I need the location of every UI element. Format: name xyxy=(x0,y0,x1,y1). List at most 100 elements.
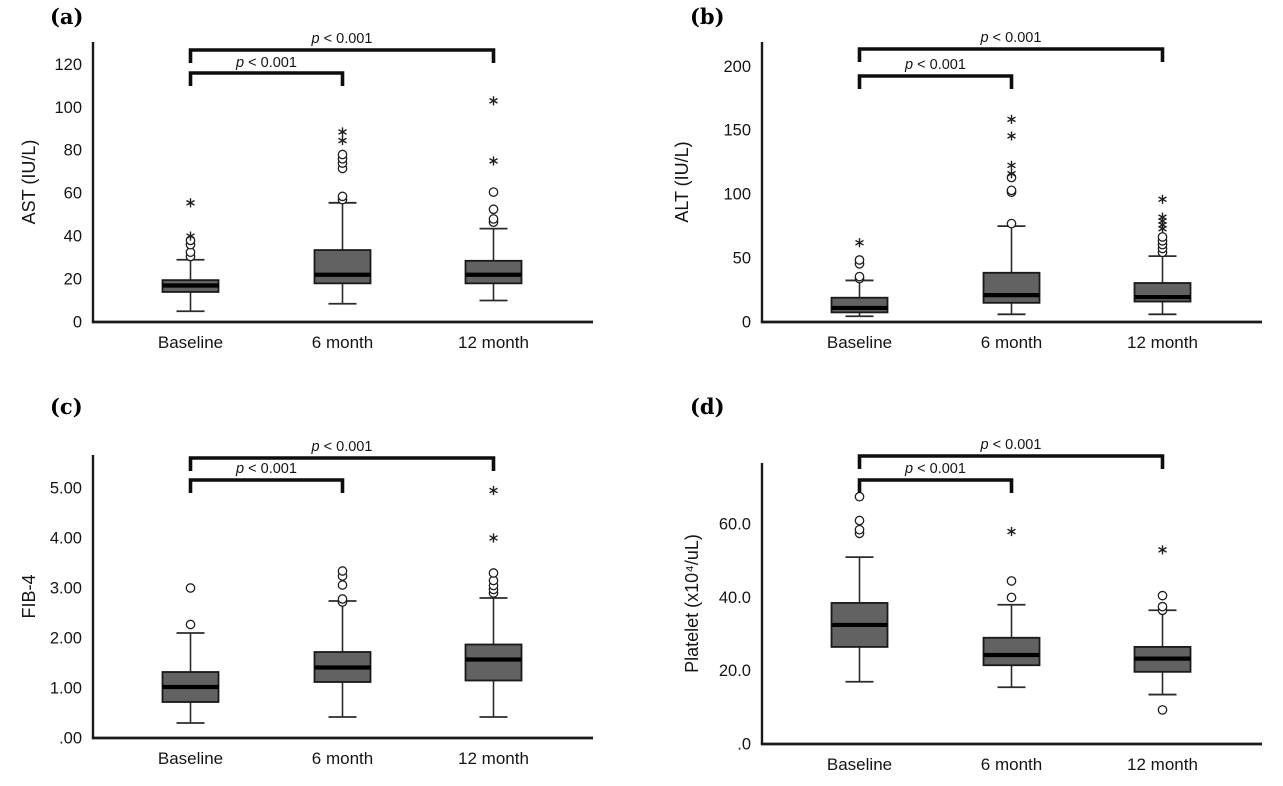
y-tick-label: 60 xyxy=(64,185,82,203)
y-tick-label: 20.0 xyxy=(719,662,751,680)
axes: .00 1.00 2.00 3.00 4.00 5.00 Baseline 6 month 12… xyxy=(19,455,593,768)
x-category-label: 6 month xyxy=(981,333,1042,352)
y-tick-label: 80 xyxy=(64,142,82,160)
p-value-label: p < 0.001 xyxy=(311,31,373,47)
y-tick-label: 150 xyxy=(723,122,751,140)
p-value-label: p < 0.001 xyxy=(235,461,297,477)
p-value-label: p < 0.001 xyxy=(235,55,297,71)
extreme-star xyxy=(489,96,498,106)
y-axis-title: ALT (IU/L) xyxy=(672,141,692,222)
y-tick-label: 2.00 xyxy=(50,630,82,648)
outlier-circle xyxy=(854,524,865,535)
box-baseline xyxy=(161,583,220,724)
x-category-label: 6 month xyxy=(312,333,373,352)
boxplot-alt: 0 50 100 150 200 Baseline 6 month 12 month ALT (… xyxy=(672,30,1262,352)
outlier-circle xyxy=(854,515,865,526)
outlier-circle xyxy=(1157,705,1168,715)
y-tick-label: 20 xyxy=(64,271,82,289)
iqr-box xyxy=(313,249,372,285)
panel-label-c: (c) xyxy=(50,394,83,419)
outlier-circle xyxy=(1157,601,1168,612)
box-6-month xyxy=(982,114,1041,316)
iqr-box xyxy=(464,259,523,285)
outlier-circle xyxy=(488,214,499,224)
p-value-label: p < 0.001 xyxy=(311,439,373,455)
extreme-star xyxy=(855,238,864,248)
y-tick-label: 100 xyxy=(54,99,82,117)
iqr-box xyxy=(830,296,889,314)
significance-bracket: p < 0.001 xyxy=(188,461,345,493)
extreme-star xyxy=(1158,194,1167,204)
panel-label-d: (d) xyxy=(690,394,725,419)
outlier-circle xyxy=(337,191,348,202)
box-12-month xyxy=(464,96,523,302)
boxplot-fib4: .00 1.00 2.00 3.00 4.00 5.00 Baseline 6 month 12… xyxy=(19,439,593,768)
significance-bracket: p < 0.001 xyxy=(857,57,1014,89)
box-6-month xyxy=(313,566,372,718)
outlier-circle xyxy=(488,568,499,578)
panel-alt: (b) 0 50 100 150 200 Baseline 6 month 12 month A… xyxy=(652,2,1280,388)
outlier-circle xyxy=(1006,185,1017,196)
p-value-label: p < 0.001 xyxy=(904,57,966,73)
outlier-circle xyxy=(854,491,865,502)
y-axis-title: AST (IU/L) xyxy=(19,140,39,225)
outlier-circle xyxy=(1006,592,1017,603)
p-value-label: p < 0.001 xyxy=(980,437,1042,453)
outlier-circle xyxy=(488,204,499,215)
axes: 0 20 40 60 80 100 120 Baseline 6 month 12 month AS… xyxy=(19,42,593,352)
x-category-label: 6 month xyxy=(981,755,1042,774)
iqr-box xyxy=(464,643,523,682)
extreme-star xyxy=(489,156,498,166)
y-tick-label: 5.00 xyxy=(50,480,82,498)
y-tick-label: 40.0 xyxy=(719,589,751,607)
outlier-circle xyxy=(488,187,499,197)
extreme-star xyxy=(489,485,498,496)
y-tick-label: .00 xyxy=(59,730,82,748)
outlier-circle xyxy=(185,583,196,593)
y-tick-label: 0 xyxy=(742,314,751,332)
outlier-circle xyxy=(854,271,865,282)
x-category-label: 12 month xyxy=(1127,333,1198,352)
axes: 0 50 100 150 200 Baseline 6 month 12 month ALT (… xyxy=(672,42,1262,352)
x-category-label: 12 month xyxy=(458,749,529,768)
significance-bracket: p < 0.001 xyxy=(188,439,496,471)
axes: .0 20.0 40.0 60.0 Baseline 6 month 12 month Pla… xyxy=(682,463,1262,774)
y-tick-label: 200 xyxy=(723,58,751,76)
p-value-label: p < 0.001 xyxy=(980,30,1042,46)
box-6-month xyxy=(313,127,372,305)
outlier-circle xyxy=(337,594,348,604)
y-axis-title: FIB-4 xyxy=(19,574,39,618)
y-tick-label: 4.00 xyxy=(50,530,82,548)
significance-bracket: p < 0.001 xyxy=(188,31,496,63)
outlier-circle xyxy=(1006,576,1017,586)
extreme-star xyxy=(489,533,498,543)
extreme-star xyxy=(338,135,347,146)
box-baseline xyxy=(830,491,889,683)
iqr-box xyxy=(982,636,1041,667)
x-category-label: Baseline xyxy=(158,333,223,352)
box-12-month xyxy=(1133,194,1192,316)
outlier-circle xyxy=(1157,232,1168,242)
significance-bracket: p < 0.001 xyxy=(857,437,1165,469)
p-value-label: p < 0.001 xyxy=(904,461,966,477)
panel-platelet: (d) .0 20.0 40.0 60.0 Baseline 6 month 12 mont… xyxy=(652,392,1280,784)
extreme-star xyxy=(1007,160,1016,170)
extreme-star xyxy=(1007,131,1016,141)
extreme-star xyxy=(186,231,195,241)
y-tick-label: 0 xyxy=(73,314,82,332)
y-tick-label: 1.00 xyxy=(50,680,82,698)
box-12-month xyxy=(1133,545,1192,715)
box-12-month xyxy=(464,485,523,718)
y-tick-label: .0 xyxy=(737,736,751,754)
x-category-label: 12 month xyxy=(1127,755,1198,774)
outlier-circle xyxy=(337,580,348,590)
extreme-star xyxy=(186,198,195,208)
y-tick-label: 60.0 xyxy=(719,516,751,534)
y-tick-label: 3.00 xyxy=(50,580,82,598)
outlier-circle xyxy=(337,149,348,160)
y-tick-label: 50 xyxy=(733,250,751,268)
y-tick-label: 100 xyxy=(723,186,751,204)
significance-bracket: p < 0.001 xyxy=(857,30,1165,62)
box-6-month xyxy=(982,526,1041,689)
